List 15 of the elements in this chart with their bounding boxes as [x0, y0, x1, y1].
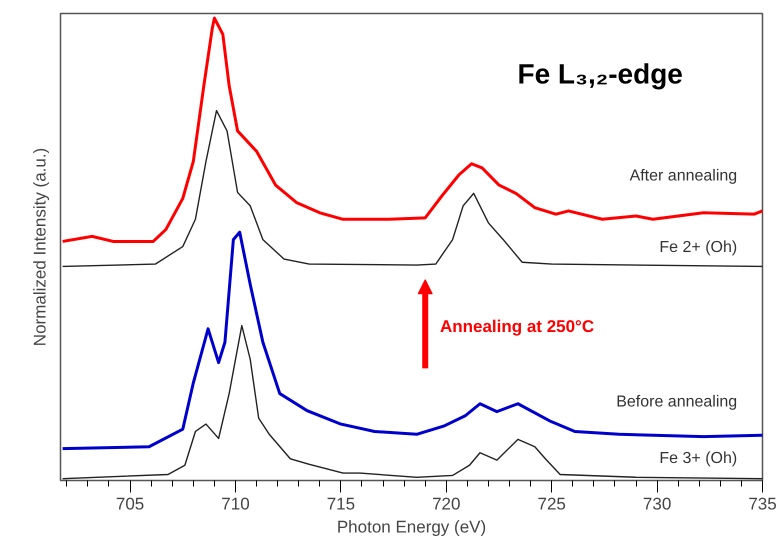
series-label: Before annealing — [616, 394, 738, 411]
series-label: Fe 2+ (Oh) — [659, 238, 738, 256]
x-tick-label: 735 — [748, 494, 777, 514]
x-tick-label: 715 — [326, 494, 356, 514]
x-tick-label: 725 — [538, 494, 566, 514]
x-tick-label: 730 — [642, 494, 672, 514]
x-axis-title: Photon Energy (eV) — [336, 518, 486, 536]
series-label: Fe 3+ (Oh) — [659, 450, 738, 468]
annotation: Fe L₃,₂-edge — [517, 58, 683, 90]
y-axis-title: Normalized Intensity (a.u.) — [30, 148, 50, 346]
annotation: Annealing at 250°C — [440, 316, 594, 336]
x-tick-label: 705 — [116, 494, 144, 514]
x-tick-label: 720 — [432, 494, 460, 514]
series-label: After annealing — [630, 167, 738, 184]
x-tick-label: 710 — [221, 494, 250, 514]
